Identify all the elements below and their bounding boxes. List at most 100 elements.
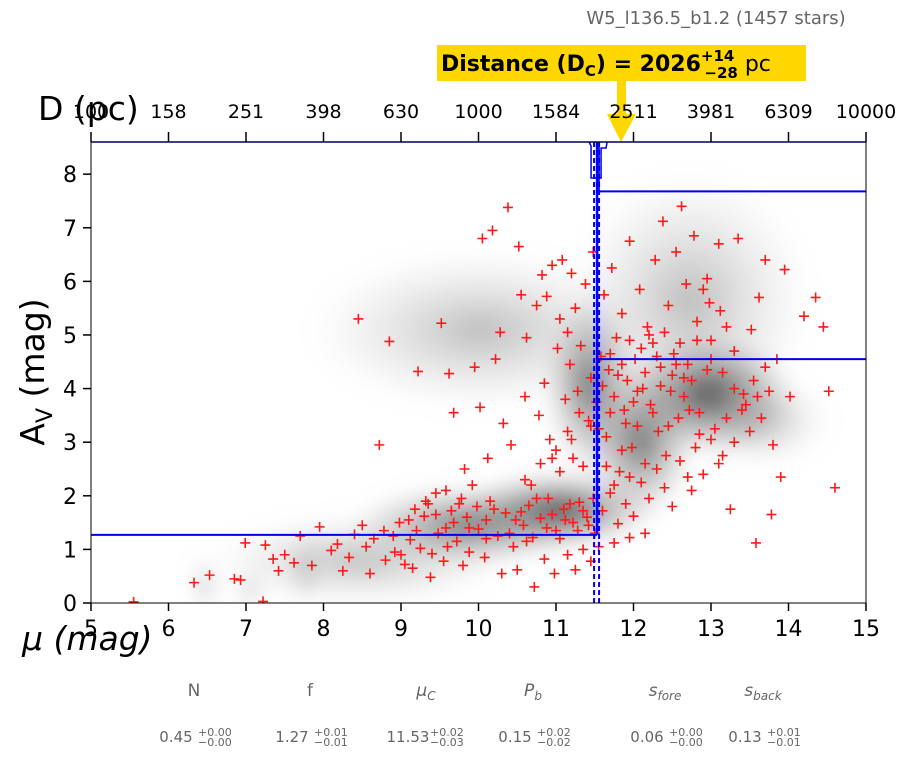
param-value: 0.06	[630, 728, 663, 746]
star-marker	[442, 541, 453, 552]
star-marker	[490, 354, 501, 365]
star-marker	[737, 405, 747, 416]
star-marker	[733, 233, 744, 244]
star-marker	[419, 511, 430, 522]
y-axis-label-sub: V	[33, 408, 58, 423]
star-marker	[690, 442, 701, 453]
param-name: μC	[415, 681, 436, 703]
distance-annotation-box	[437, 45, 806, 81]
star-marker	[647, 338, 658, 349]
star-marker	[574, 407, 585, 418]
x-tick-label: 6	[162, 617, 176, 642]
star-marker	[396, 549, 406, 560]
star-marker	[562, 549, 573, 560]
star-marker	[568, 453, 579, 464]
star-marker	[616, 359, 627, 370]
star-marker	[229, 573, 240, 584]
star-marker	[721, 321, 732, 332]
star-marker	[512, 564, 523, 575]
top-tick-label: 398	[305, 101, 341, 123]
star-marker	[562, 426, 573, 437]
star-marker	[535, 458, 546, 469]
star-marker	[681, 279, 692, 290]
top-tick-label: 158	[150, 101, 186, 123]
star-marker	[704, 297, 715, 308]
star-marker	[560, 394, 571, 405]
star-marker	[729, 383, 740, 394]
star-marker	[516, 506, 527, 517]
top-tick-label: 1584	[532, 101, 580, 123]
y-tick-label: 4	[63, 378, 77, 403]
star-marker	[554, 466, 565, 477]
star-marker	[306, 560, 317, 571]
star-marker	[684, 405, 695, 416]
star-marker	[779, 264, 790, 275]
star-marker	[675, 338, 685, 349]
star-marker	[430, 509, 441, 520]
param-name: f	[307, 681, 314, 701]
star-marker	[557, 254, 568, 265]
star-marker	[268, 554, 279, 565]
star-marker	[775, 472, 786, 483]
star-marker	[521, 332, 532, 343]
star-marker	[407, 563, 418, 574]
star-marker	[810, 292, 821, 303]
star-marker	[189, 577, 200, 588]
x-tick-label: 13	[697, 617, 725, 642]
star-marker	[420, 496, 431, 507]
y-axis: 0 1 2 3 4 5 6 7 8	[63, 163, 91, 617]
star-marker	[543, 493, 554, 504]
top-tick-label: 6309	[764, 101, 812, 123]
star-marker	[614, 466, 625, 477]
star-marker	[668, 348, 679, 359]
star-marker	[580, 279, 591, 290]
star-marker	[405, 534, 416, 545]
param-error-up: +0.01	[314, 726, 348, 739]
star-marker	[653, 426, 664, 437]
star-marker	[448, 517, 459, 528]
star-marker	[448, 407, 459, 418]
star-marker	[547, 260, 558, 271]
density-map	[193, 170, 830, 603]
x-axis: 5 6 7 8 9 10 11 12 13 14 15	[84, 603, 880, 642]
distance-pdf	[588, 141, 608, 179]
star-marker	[665, 386, 676, 397]
y-tick-label: 6	[63, 270, 77, 295]
param-error-down: −0.01	[767, 736, 801, 749]
star-marker	[482, 453, 493, 464]
star-marker	[477, 233, 488, 244]
star-marker	[624, 532, 635, 543]
star-marker	[521, 536, 532, 547]
star-marker	[830, 482, 840, 493]
top-tick-label: 1000	[454, 101, 502, 123]
star-marker	[632, 386, 643, 397]
star-marker	[725, 504, 736, 515]
star-marker	[616, 445, 627, 456]
star-marker	[570, 303, 581, 314]
star-marker	[467, 480, 478, 491]
star-marker	[613, 370, 623, 381]
param-value: 11.53	[387, 728, 430, 746]
top-axis-label: D (pc)	[38, 89, 139, 128]
star-marker	[624, 236, 635, 247]
star-marker	[663, 300, 674, 311]
star-marker	[659, 327, 670, 338]
y-tick-label: 5	[63, 324, 77, 349]
star-marker	[616, 308, 627, 319]
star-marker	[702, 273, 713, 284]
star-marker	[606, 262, 617, 273]
star-marker	[746, 324, 757, 335]
star-marker	[729, 437, 740, 448]
star-marker	[240, 537, 251, 548]
top-tick-label: 3981	[687, 101, 735, 123]
star-marker	[454, 498, 465, 509]
star-marker	[564, 498, 575, 509]
star-marker	[620, 498, 631, 509]
star-marker	[430, 488, 441, 499]
star-marker	[440, 485, 451, 496]
star-marker	[729, 346, 740, 357]
star-marker	[446, 505, 457, 516]
star-marker	[619, 405, 630, 416]
star-marker	[620, 418, 631, 429]
